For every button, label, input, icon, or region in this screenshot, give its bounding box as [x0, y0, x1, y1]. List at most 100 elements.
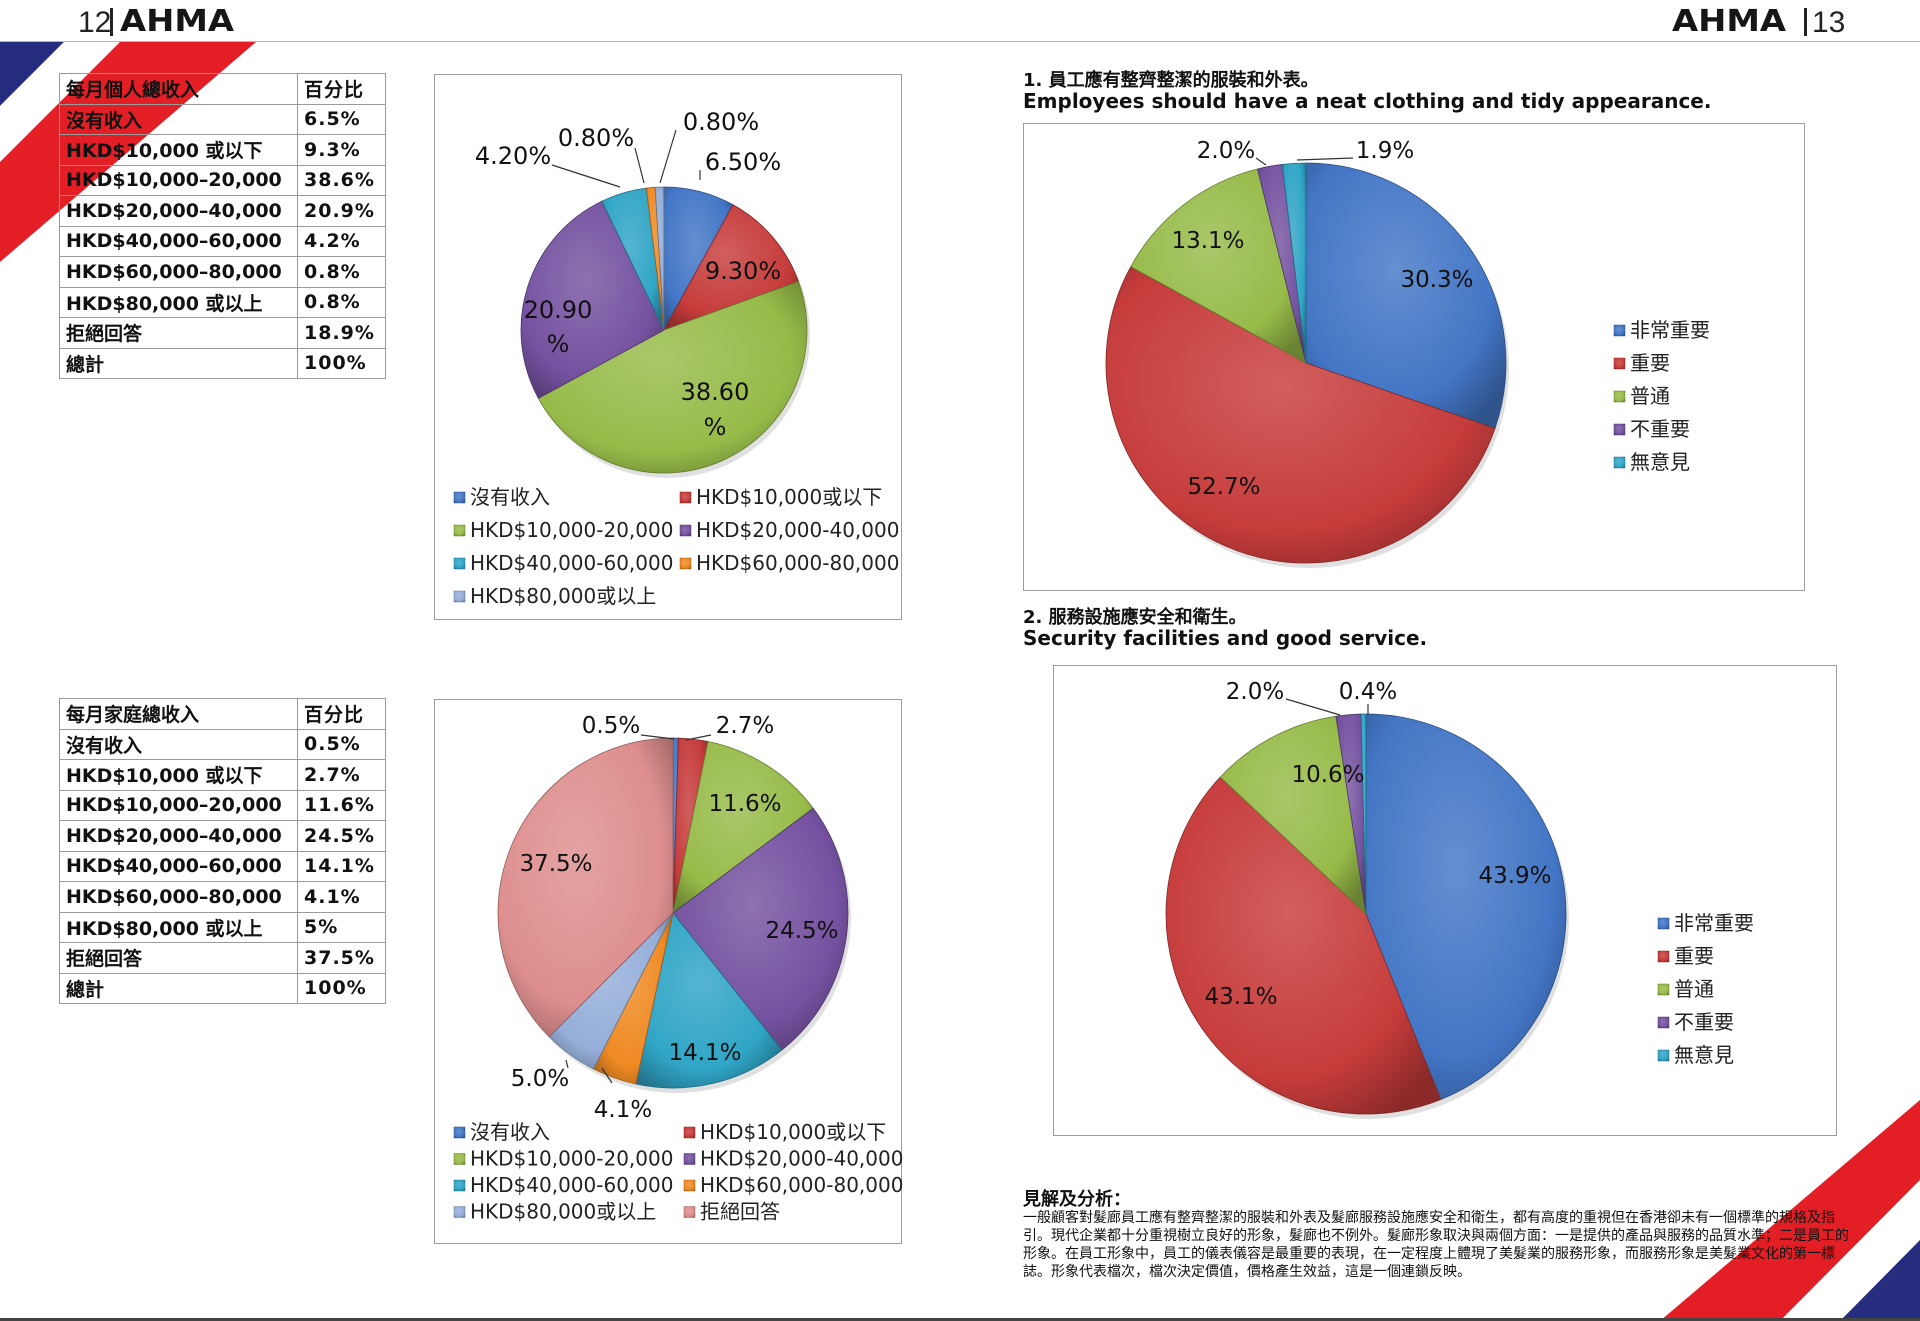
- table-cell: 20.9%: [297, 195, 386, 227]
- legend-label: 不重要: [1630, 417, 1690, 441]
- table-cell: HKD$10,000 或以下: [59, 759, 298, 791]
- table-row: HKD$20,000–40,000 20.9%: [59, 195, 386, 227]
- label-leader-line: [565, 1059, 569, 1069]
- legend-label: HKD$40,000-60,000: [470, 551, 673, 575]
- table-cell: 拒絕回答: [59, 942, 298, 974]
- table-row: 總計 100%: [59, 347, 386, 379]
- pie-slice: [672, 741, 814, 914]
- legend-swatch: [1657, 983, 1670, 996]
- data-label: 4.20%: [475, 142, 551, 170]
- table-header-row: 每月個人總收入 百分比: [59, 73, 386, 105]
- data-label: 2.0%: [1197, 138, 1255, 164]
- legend-swatch: [679, 524, 692, 537]
- table-row: HKD$10,000–20,000 11.6%: [59, 789, 386, 821]
- label-leader-line: [1296, 157, 1354, 161]
- legend-label: HKD$40,000-60,000: [470, 1173, 673, 1197]
- data-label: 1.9%: [1356, 138, 1414, 164]
- legend-swatch: [453, 557, 466, 570]
- legend-swatch: [453, 491, 466, 504]
- footer-rule: [0, 1318, 1920, 1321]
- data-label: 6.50%: [705, 148, 781, 176]
- analysis-heading: 見解及分析：: [1023, 1189, 1131, 1210]
- table-cell: 18.9%: [297, 317, 386, 349]
- data-label: %: [547, 330, 570, 358]
- table-cell: 100%: [297, 972, 386, 1004]
- table-row: 拒絕回答 18.9%: [59, 317, 386, 349]
- legend-label: 拒絕回答: [700, 1200, 780, 1224]
- label-leader-line: [640, 734, 675, 740]
- legend-swatch: [683, 1206, 696, 1218]
- divider-right: [1804, 8, 1807, 36]
- legend-swatch: [679, 557, 692, 570]
- table-row: HKD$40,000–60,000 4.2%: [59, 225, 386, 257]
- data-label: 2.7%: [716, 713, 774, 739]
- legend-swatch: [453, 590, 466, 603]
- table-cell: 4.1%: [297, 881, 386, 913]
- legend-swatch: [453, 1179, 466, 1192]
- legend-label: HKD$10,000或以下: [696, 485, 882, 509]
- legend-swatch: [683, 1179, 696, 1192]
- legend-swatch: [1613, 324, 1626, 337]
- data-label: 43.1%: [1204, 984, 1277, 1010]
- table-cell: 14.1%: [297, 850, 386, 882]
- table-cell: 0.8%: [297, 286, 386, 318]
- data-label: 4.1%: [594, 1097, 652, 1123]
- pie-slice: [497, 737, 674, 1038]
- legend-swatch: [1657, 1049, 1670, 1062]
- header-rule: [0, 41, 1920, 42]
- page-number-left: 12: [78, 6, 112, 39]
- legend-swatch: [453, 1153, 466, 1165]
- data-label: %: [704, 413, 727, 441]
- data-label: 0.4%: [1339, 679, 1397, 705]
- legend-swatch: [453, 1206, 466, 1218]
- pie-slice: [1281, 162, 1307, 364]
- legend-label: HKD$10,000-20,000: [470, 518, 673, 542]
- table-header-cell: 百分比: [297, 73, 386, 105]
- personal-income-pie: 6.50%9.30%38.60%20.90%4.20%0.80%0.80%: [475, 108, 810, 478]
- table-row: HKD$10,000–20,000 38.6%: [59, 164, 386, 196]
- pie-slice: [1305, 162, 1507, 429]
- legend-label: 重要: [1674, 944, 1714, 968]
- legend-swatch: [1613, 423, 1626, 436]
- legend-label: HKD$10,000-20,000: [470, 1147, 673, 1171]
- table-cell: HKD$20,000–40,000: [59, 820, 298, 852]
- legend-swatch: [1613, 357, 1626, 370]
- legend-label: HKD$80,000或以上: [470, 1200, 656, 1224]
- pie-slice: [1365, 713, 1567, 1101]
- stripe-bottom-right-white: [1780, 1180, 1920, 1321]
- legend-label: HKD$80,000或以上: [470, 584, 656, 608]
- legend-swatch: [683, 1126, 696, 1139]
- pie-slice: [672, 807, 849, 1051]
- data-label: 43.9%: [1478, 863, 1551, 889]
- table-cell: 沒有收入: [59, 103, 298, 135]
- data-label: 0.5%: [582, 713, 640, 739]
- table-cell: HKD$80,000 或以上: [59, 286, 298, 318]
- divider-left: [110, 8, 113, 36]
- pie-slice: [1165, 776, 1442, 1115]
- legend-swatch: [453, 524, 466, 537]
- legend-swatch: [453, 1126, 466, 1139]
- legend-label: 普通: [1630, 384, 1670, 408]
- pie-slice: [663, 204, 800, 331]
- table-row: 總計 100%: [59, 972, 386, 1004]
- pie-slice: [654, 186, 665, 331]
- table-cell: 38.6%: [297, 164, 386, 196]
- table-cell: HKD$10,000–20,000: [59, 789, 298, 821]
- table-cell: 拒絕回答: [59, 317, 298, 349]
- legend-label: HKD$60,000-80,000: [700, 1173, 903, 1197]
- legend-label: 不重要: [1674, 1010, 1734, 1034]
- table-cell: 總計: [59, 972, 298, 1004]
- legend-label: 無意見: [1630, 450, 1690, 474]
- data-label: 14.1%: [668, 1040, 741, 1066]
- stripe-bottom-right-blue: [1840, 1240, 1920, 1321]
- table-cell: 9.3%: [297, 134, 386, 166]
- table-header-cell: 百分比: [297, 698, 386, 730]
- q2-title-en: Security facilities and good service.: [1023, 626, 1428, 650]
- table-row: HKD$20,000–40,000 24.5%: [59, 820, 386, 852]
- table-header-cell: 每月個人總收入: [59, 73, 298, 105]
- table-cell: HKD$40,000–60,000: [59, 225, 298, 257]
- table-cell: 5%: [297, 911, 386, 943]
- household-income-legend: 沒有收入 HKD$10,000或以下 HKD$10,000-20,000 HKD$20…: [453, 1120, 903, 1224]
